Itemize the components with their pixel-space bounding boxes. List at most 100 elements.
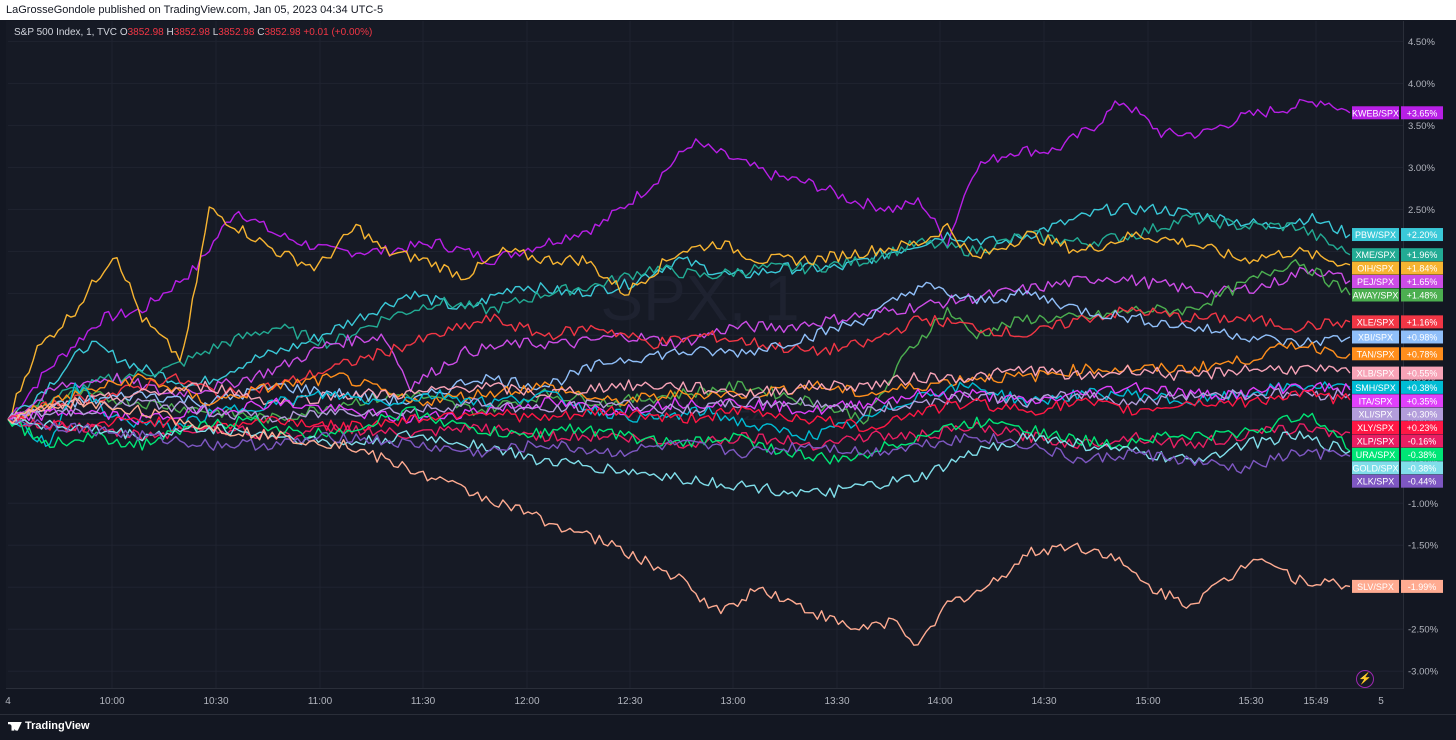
- series-line-pej-spx: [7, 266, 1351, 420]
- series-name-label: OIH/SPX: [1357, 264, 1394, 274]
- x-tick-label: 10:30: [203, 696, 228, 707]
- y-tick-label: -2.50%: [1408, 625, 1439, 636]
- series-name-label: GOLD/SPX: [1352, 463, 1398, 473]
- series-name-tag-xme-spx: [1352, 248, 1399, 262]
- y-tick-label: -1.00%: [1408, 499, 1439, 510]
- series-name-tag-xli-spx: [1352, 407, 1399, 421]
- y-tick-label: -1.50%: [1408, 541, 1439, 552]
- series-line-slv-spx: [7, 397, 1351, 646]
- series-value-label: +0.55%: [1407, 369, 1438, 379]
- series-name-label: XLK/SPX: [1357, 477, 1395, 487]
- series-value-label: +0.23%: [1407, 423, 1438, 433]
- series-value-label: +1.48%: [1407, 291, 1438, 301]
- series-line-xlb-spx: [8, 364, 1351, 420]
- open-label: O: [119, 27, 128, 38]
- symbol-legend: S&P 500 Index, 1, TVC O3852.98 H3852.98 …: [14, 27, 372, 38]
- x-tick-label: 13:30: [824, 696, 849, 707]
- series-name-tag-xlb-spx: [1352, 366, 1399, 380]
- series-name-tag-oih-spx: [1352, 261, 1399, 275]
- x-tick-label: 5: [1378, 696, 1384, 707]
- series-value-label: +0.98%: [1407, 332, 1438, 342]
- series-value-label: +2.20%: [1407, 230, 1438, 240]
- series-value-tag-away-spx: [1401, 288, 1443, 302]
- series-line-xlk-spx: [7, 418, 1351, 474]
- series-value-tag-kweb-spx: [1401, 106, 1443, 120]
- y-tick-label: 4.50%: [1408, 37, 1435, 48]
- lightning-icon[interactable]: ⚡: [1356, 670, 1374, 688]
- x-tick-label: 11:30: [411, 696, 436, 707]
- series-value-label: +1.16%: [1407, 317, 1438, 327]
- series-value-label: +1.65%: [1407, 277, 1438, 287]
- open-value: 3852.98: [127, 27, 164, 38]
- series-value-label: -1.99%: [1408, 582, 1437, 592]
- series-line-oih-spx: [7, 206, 1351, 420]
- series-name-tag-xly-spx: [1352, 421, 1399, 435]
- published-header: LaGrosseGondole published on TradingView…: [0, 0, 1456, 20]
- series-value-label: +1.96%: [1407, 250, 1438, 260]
- series-line-xly-spx: [7, 389, 1351, 433]
- series-name-label: TAN/SPX: [1357, 349, 1395, 359]
- footer: TradingView: [0, 714, 1456, 740]
- series-line-gold-spx: [7, 418, 1351, 498]
- close-value: 3852.98: [264, 27, 301, 38]
- series-value-label: -0.38%: [1408, 463, 1437, 473]
- x-tick-label: 11:00: [308, 696, 333, 707]
- series-name-tag-away-spx: [1352, 288, 1399, 302]
- tradingview-logo[interactable]: TradingView: [8, 720, 90, 732]
- series-line-smh-spx: [7, 381, 1351, 447]
- series-name-tag-tan-spx: [1352, 347, 1399, 361]
- y-tick-label: 4.00%: [1408, 79, 1435, 90]
- series-name-label: KWEB/SPX: [1352, 108, 1399, 118]
- series-value-tag-ura-spx: [1401, 447, 1443, 461]
- high-value: 3852.98: [173, 27, 210, 38]
- series-value-label: +0.38%: [1407, 383, 1438, 393]
- close-label: C: [257, 27, 265, 38]
- change-value: +0.01 (+0.00%): [303, 27, 373, 38]
- series-name-tag-xlk-spx: [1352, 474, 1399, 488]
- x-tick-label: 12:30: [617, 696, 642, 707]
- series-name-tag-xle-spx: [1352, 315, 1399, 329]
- series-value-tag-xlk-spx: [1401, 474, 1443, 488]
- series-name-tag-xlp-spx: [1352, 434, 1399, 448]
- series-name-label: XME/SPX: [1355, 250, 1395, 260]
- series-name-tag-pbw-spx: [1352, 228, 1399, 242]
- series-name-label: AWAY/SPX: [1353, 291, 1399, 301]
- series-name-label: XLP/SPX: [1357, 436, 1395, 446]
- series-name-label: XLY/SPX: [1357, 423, 1394, 433]
- series-value-tag-xlb-spx: [1401, 366, 1443, 380]
- series-value-label: +3.65%: [1407, 108, 1438, 118]
- series-value-label: +0.35%: [1407, 396, 1438, 406]
- x-tick-label: 15:49: [1303, 696, 1328, 707]
- series-value-tag-xly-spx: [1401, 421, 1443, 435]
- y-tick-label: 2.50%: [1408, 205, 1435, 216]
- x-tick-label: 15:00: [1135, 696, 1160, 707]
- series-value-tag-ita-spx: [1401, 394, 1443, 408]
- x-tick-label: 4: [5, 696, 11, 707]
- series-line-kweb-spx: [7, 98, 1351, 420]
- chart-frame[interactable]: [6, 21, 1404, 689]
- y-tick-label: 3.00%: [1408, 163, 1435, 174]
- series-name-tag-kweb-spx: [1352, 106, 1399, 120]
- series-name-label: URA/SPX: [1356, 450, 1396, 460]
- low-value: 3852.98: [218, 27, 255, 38]
- series-name-tag-xbi-spx: [1352, 330, 1399, 344]
- y-tick-label: 3.50%: [1408, 121, 1435, 132]
- series-value-tag-smh-spx: [1401, 380, 1443, 394]
- series-line-ita-spx: [7, 381, 1351, 426]
- series-line-xli-spx: [7, 387, 1351, 424]
- y-tick-label: -3.00%: [1408, 667, 1439, 678]
- series-name-tag-gold-spx: [1352, 461, 1399, 475]
- series-line-xbi-spx: [7, 281, 1351, 423]
- series-name-tag-ita-spx: [1352, 394, 1399, 408]
- published-text: LaGrosseGondole published on TradingView…: [6, 4, 384, 16]
- watermark-symbol: SPX, 1: [600, 262, 799, 334]
- tradingview-icon: [8, 721, 22, 731]
- series-name-label: XLI/SPX: [1358, 410, 1392, 420]
- series-value-label: +0.78%: [1407, 349, 1438, 359]
- series-value-tag-pbw-spx: [1401, 228, 1443, 242]
- series-line-xle-spx: [7, 306, 1351, 423]
- series-line-xlp-spx: [7, 415, 1351, 451]
- x-tick-label: 14:30: [1031, 696, 1056, 707]
- series-value-label: -0.38%: [1408, 450, 1437, 460]
